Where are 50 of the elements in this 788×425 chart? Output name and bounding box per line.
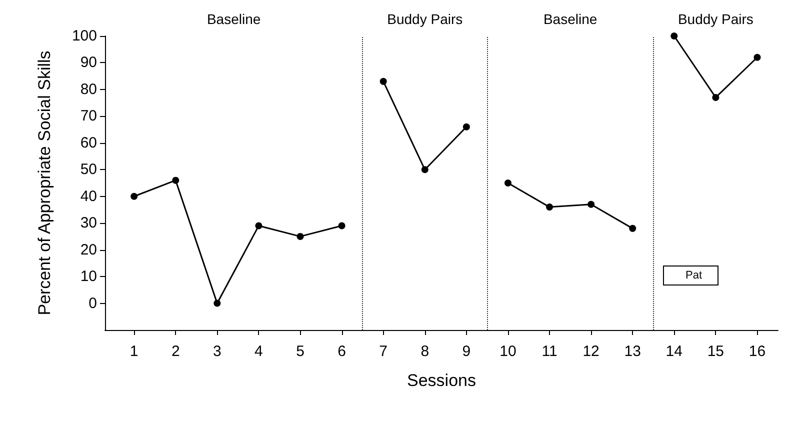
y-tick-label: 60 bbox=[80, 134, 97, 152]
point bbox=[338, 222, 346, 230]
y-tick-label: 90 bbox=[80, 54, 97, 72]
text: Baseline bbox=[543, 11, 598, 27]
x-tick-label: 10 bbox=[500, 343, 516, 360]
point bbox=[214, 300, 221, 307]
x-tick-label: 16 bbox=[748, 343, 766, 360]
text: Buddy Pairs bbox=[678, 11, 754, 27]
point bbox=[421, 166, 428, 174]
x-tick-label: 4 bbox=[254, 343, 263, 360]
text: Baseline bbox=[206, 11, 261, 27]
point bbox=[588, 200, 595, 208]
y-tick-label: 70 bbox=[80, 108, 97, 125]
y-tick-label: 40 bbox=[80, 188, 97, 205]
y-axis-title: Percent of Appropriate Social Skills bbox=[35, 50, 54, 316]
point bbox=[670, 32, 678, 40]
point bbox=[172, 176, 180, 184]
y-tick-label: 10 bbox=[80, 268, 97, 286]
x-tick-label: 11 bbox=[542, 343, 558, 360]
point bbox=[712, 94, 720, 101]
x-tick-label: 5 bbox=[296, 343, 304, 360]
x-tick-label: 6 bbox=[338, 343, 346, 360]
x-tick-label: 2 bbox=[171, 343, 180, 360]
point bbox=[546, 204, 554, 211]
point bbox=[255, 222, 262, 230]
y-tick-label: 50 bbox=[80, 161, 97, 178]
x-tick-label: 14 bbox=[666, 343, 682, 360]
point bbox=[629, 224, 636, 232]
x-tick-label: 13 bbox=[624, 343, 641, 360]
y-tick-label: 80 bbox=[80, 80, 97, 98]
x-tick-label: 7 bbox=[379, 343, 388, 360]
y-tick-label: 0 bbox=[88, 294, 97, 312]
point bbox=[380, 78, 387, 85]
point bbox=[462, 123, 470, 130]
point bbox=[754, 54, 761, 61]
x-tick-label: 12 bbox=[582, 343, 600, 360]
y-tick-label: 100 bbox=[72, 28, 97, 44]
text: Pat bbox=[685, 270, 702, 282]
text: Buddy Pairs bbox=[387, 11, 463, 27]
y-tick-label: 30 bbox=[80, 214, 97, 232]
x-tick-label: 9 bbox=[462, 343, 471, 360]
x-tick-label: 15 bbox=[707, 343, 724, 360]
y-tick-label: 20 bbox=[80, 241, 97, 258]
x-axis-title: Sessions bbox=[407, 371, 476, 390]
x-tick-label: 3 bbox=[212, 343, 222, 360]
point bbox=[504, 180, 512, 186]
point bbox=[296, 232, 304, 240]
point bbox=[130, 192, 138, 200]
x-tick-label: 1 bbox=[130, 343, 138, 360]
x-tick-label: 8 bbox=[420, 343, 430, 360]
